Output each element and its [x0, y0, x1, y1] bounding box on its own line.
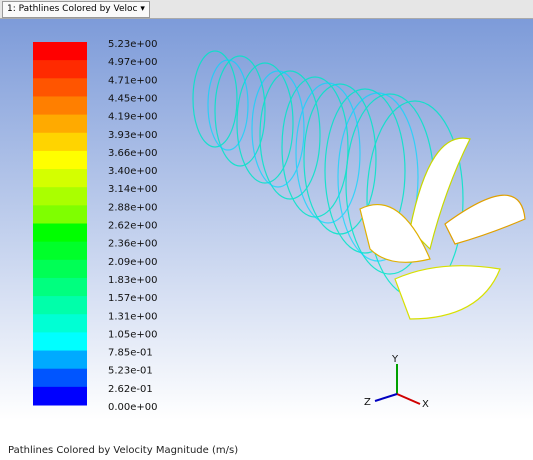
colorbar-band [33, 242, 87, 261]
colorbar-label: 2.62e+00 [108, 221, 158, 232]
colorbar-band [33, 151, 87, 170]
colorbar-label: 0.00e+00 [108, 402, 158, 413]
colorbar-band [33, 60, 87, 79]
colorbar-band [33, 278, 87, 297]
tab-label: 1: Pathlines Colored by Veloc [7, 4, 137, 14]
colorbar-label: 1.05e+00 [108, 329, 158, 340]
colorbar-label: 3.14e+00 [108, 184, 158, 195]
colorbar-label: 2.36e+00 [108, 239, 158, 250]
colorbar-label: 3.66e+00 [108, 148, 158, 159]
colorbar-band [33, 169, 87, 188]
colorbar-label: 1.57e+00 [108, 293, 158, 304]
colorbar-band [33, 78, 87, 97]
colorbar-band [33, 387, 87, 406]
colorbar-label: 2.62e-01 [108, 384, 153, 395]
colorbar-label: 2.09e+00 [108, 257, 158, 268]
colorbar-band [33, 96, 87, 115]
tab-bar: 1: Pathlines Colored by Veloc ▾ [0, 0, 533, 19]
viewport: Y X Z 5.23e+00 4.97e+00 4.71e+00 4.45e+00 4.… [0, 19, 533, 420]
colorbar-band [33, 205, 87, 224]
colorbar-label: 7.85e-01 [108, 348, 153, 359]
colorbar-label: 4.97e+00 [108, 57, 158, 68]
colorbar-label: 1.31e+00 [108, 311, 158, 322]
colorbar-band [33, 369, 87, 388]
colorbar-band [33, 42, 87, 61]
colorbar-label: 4.71e+00 [108, 75, 158, 86]
colorbar-label: 2.88e+00 [108, 202, 158, 213]
colorbar-band [33, 187, 87, 206]
colorbar-label: 3.93e+00 [108, 130, 158, 141]
colorbar-band [33, 332, 87, 351]
colorbar-label: 1.83e+00 [108, 275, 158, 286]
colorbar-label: 3.40e+00 [108, 166, 158, 177]
colorbar-label: 5.23e-01 [108, 366, 153, 377]
colorbar-band [33, 314, 87, 333]
colorbar-band [33, 351, 87, 370]
colorbar-band [33, 296, 87, 315]
y-axis-label: Y [391, 354, 399, 365]
page: 1: Pathlines Colored by Veloc ▾ Y X Z 5.… [0, 0, 533, 460]
colorbar-label: 4.45e+00 [108, 93, 158, 104]
z-axis-label: Z [364, 397, 371, 408]
colorbar-band [33, 260, 87, 279]
colorbar-band [33, 133, 87, 152]
colorbar-band [33, 115, 87, 134]
colorbar-band [33, 224, 87, 243]
footer-title: Pathlines Colored by Velocity Magnitude … [8, 445, 238, 456]
window-tab[interactable]: 1: Pathlines Colored by Veloc ▾ [2, 1, 150, 18]
x-axis-label: X [422, 399, 429, 410]
colorbar-label: 5.23e+00 [108, 39, 158, 50]
colorbar-label: 4.19e+00 [108, 112, 158, 123]
